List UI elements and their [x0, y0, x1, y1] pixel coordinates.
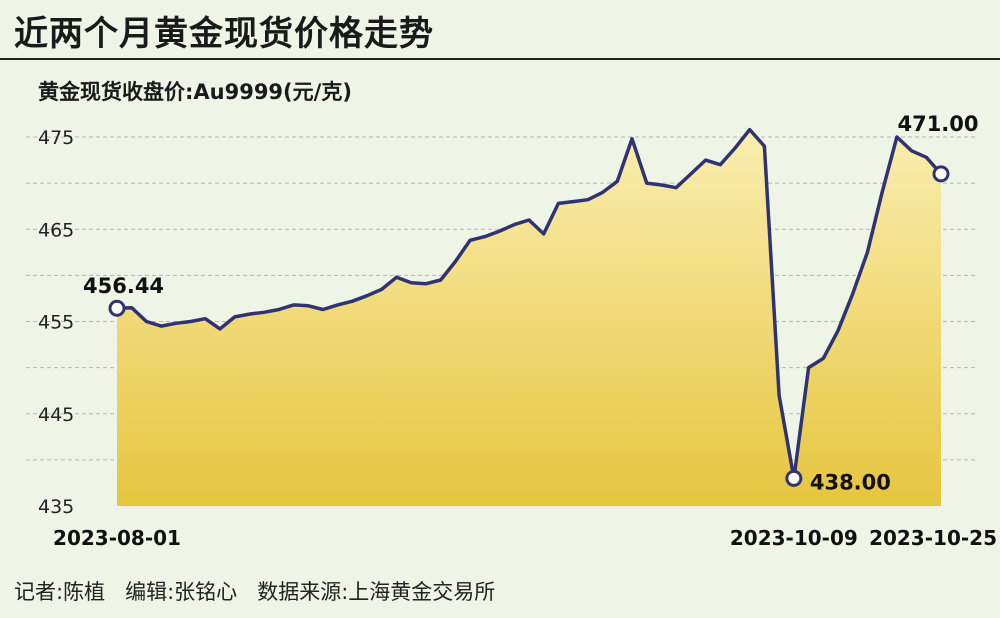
highlight-point: [108, 299, 126, 317]
y-tick-label: 475: [38, 127, 74, 149]
credits-footer: 记者:陈植 编辑:张铭心 数据来源:上海黄金交易所: [14, 580, 496, 604]
highlight-point: [932, 165, 950, 183]
x-tick-label: 2023-10-09: [730, 526, 858, 550]
highlight-points: [108, 165, 950, 487]
y-tick-label: 465: [38, 219, 74, 241]
value-label: 456.44: [83, 274, 164, 298]
x-axis-ticks: 2023-08-01 2023-10-09 2023-10-25: [53, 526, 997, 550]
area-fill: [117, 129, 941, 506]
highlight-point: [785, 469, 803, 487]
area-shape: [117, 129, 941, 506]
y-axis-ticks: 435 445 455 465 475: [38, 127, 74, 518]
title-divider: [0, 58, 1000, 60]
chart-subtitle: 黄金现货收盘价:Au9999(元/克): [38, 80, 352, 104]
page-title: 近两个月黄金现货价格走势: [14, 14, 434, 54]
y-tick-label: 455: [38, 312, 74, 334]
value-label: 438.00: [810, 470, 891, 494]
x-tick-label: 2023-10-25: [869, 526, 997, 550]
value-annotations: 456.44 438.00 471.00: [83, 112, 979, 494]
value-label: 471.00: [897, 112, 978, 136]
price-line: [116, 127, 943, 481]
y-tick-label: 435: [38, 496, 74, 518]
price-series-line: [116, 127, 943, 481]
x-tick-label: 2023-08-01: [53, 526, 181, 550]
y-tick-label: 445: [38, 404, 74, 426]
